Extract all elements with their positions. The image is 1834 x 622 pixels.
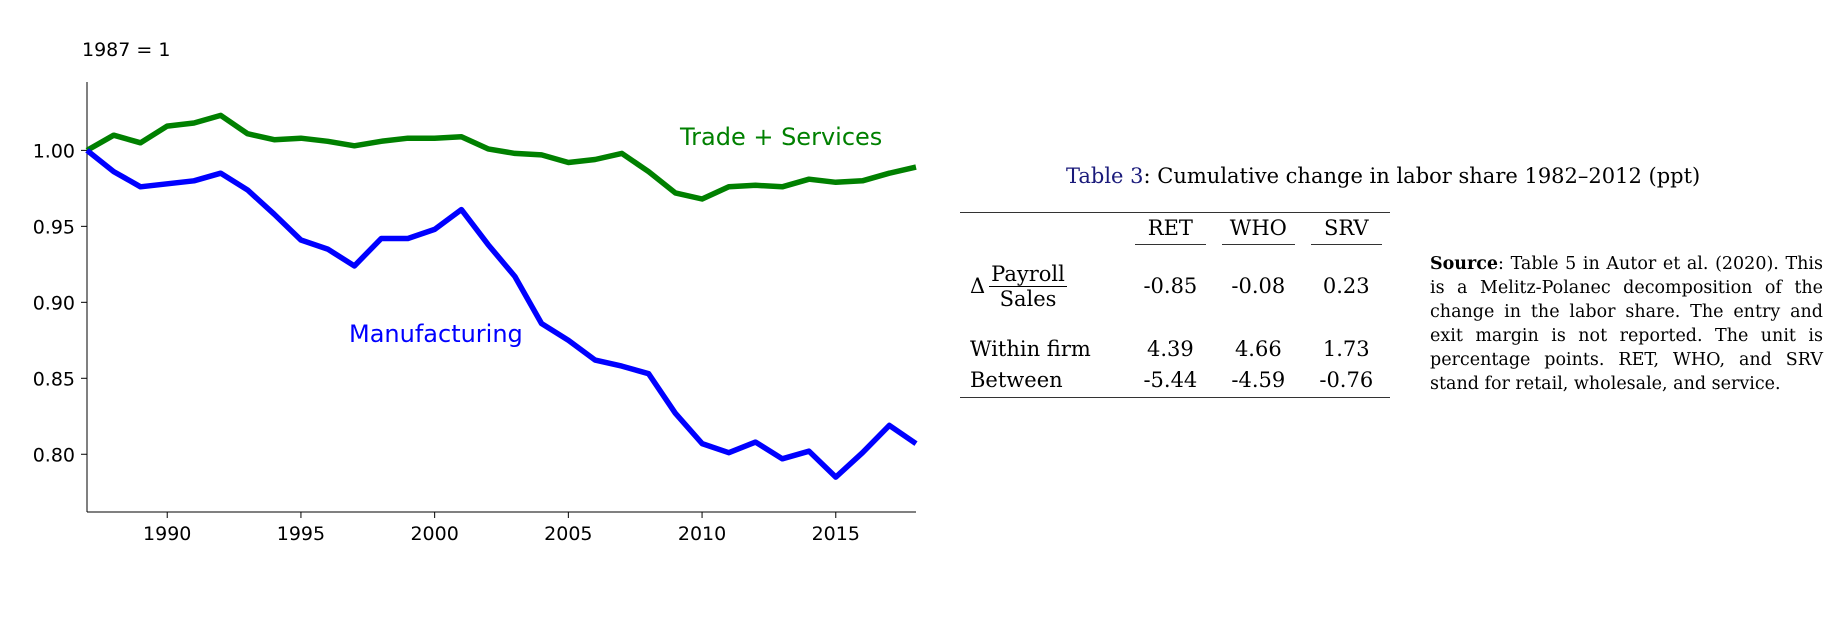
line-chart: 1987 = 1 1990 1995 2000 2005 2010 2015 0.80 0.8…: [33, 39, 918, 545]
x-tick-label: 1990: [143, 523, 191, 545]
table-caption-text: : Cumulative change in labor share 1982–…: [1143, 164, 1701, 188]
chart-series: [85, 112, 918, 480]
fraction-numerator: Payroll: [989, 261, 1067, 287]
table-cell: -0.85: [1143, 274, 1198, 298]
row-label-between: Between: [970, 367, 1063, 392]
column-header-srv: SRV: [1310, 216, 1382, 245]
column-header-who: WHO: [1222, 216, 1295, 245]
table-cell: -4.59: [1231, 367, 1286, 392]
series-line-trade-services: [85, 112, 917, 202]
chart-ticks: 1990 1995 2000 2005 2010 2015 0.80 0.85 0.90 0.95…: [33, 140, 860, 545]
table-cell: 4.39: [1146, 337, 1194, 361]
series-label-manufacturing: Manufacturing: [349, 320, 523, 348]
table-header-blank: [960, 213, 1127, 248]
table-row: Within firm 4.39 4.66 1.73: [960, 325, 1390, 363]
y-tick-label: 0.85: [33, 368, 75, 390]
table-row: Δ Payroll Sales -0.85 -0.08 0.23: [960, 247, 1390, 325]
delta-symbol: Δ: [970, 274, 986, 298]
source-note-text: : Table 5 in Autor et al. (2020). This i…: [1430, 254, 1823, 394]
table-cell: -0.76: [1319, 367, 1374, 392]
x-tick-label: 2005: [544, 523, 592, 545]
row-label-within-firm: Within firm: [970, 337, 1091, 361]
table-cell: -5.44: [1143, 367, 1198, 392]
table-row: Between -5.44 -4.59 -0.76: [960, 363, 1390, 397]
fraction-denominator: Sales: [999, 286, 1057, 311]
table-cell: 0.23: [1322, 274, 1370, 298]
table-cell: -0.08: [1231, 274, 1286, 298]
y-tick-label: 0.80: [33, 444, 75, 466]
source-note: Source: Table 5 in Autor et al. (2020). …: [1430, 252, 1823, 396]
x-tick-label: 1995: [277, 523, 325, 545]
source-note-bold: Source: [1430, 254, 1499, 274]
table-caption-ref: Table 3: [1066, 164, 1144, 188]
labor-share-table: RET WHO SRV Δ Payroll Sales -0.85 -0.08 0.…: [960, 212, 1390, 398]
x-tick-label: 2000: [410, 523, 458, 545]
series-line-manufacturing: [85, 148, 918, 480]
y-tick-label: 0.95: [33, 216, 75, 238]
table-cell: 1.73: [1322, 337, 1370, 361]
x-tick-label: 2015: [812, 523, 860, 545]
table-cell: 4.66: [1234, 337, 1282, 361]
chart-unit-note: 1987 = 1: [82, 39, 170, 61]
series-label-trade-services: Trade + Services: [679, 123, 882, 151]
row-label-payroll-sales: Δ Payroll Sales: [960, 247, 1127, 325]
table-caption: Table 3: Cumulative change in labor shar…: [1066, 164, 1700, 188]
column-header-ret: RET: [1134, 216, 1207, 245]
y-tick-label: 1.00: [33, 140, 75, 162]
y-tick-label: 0.90: [33, 292, 75, 314]
x-tick-label: 2010: [678, 523, 726, 545]
